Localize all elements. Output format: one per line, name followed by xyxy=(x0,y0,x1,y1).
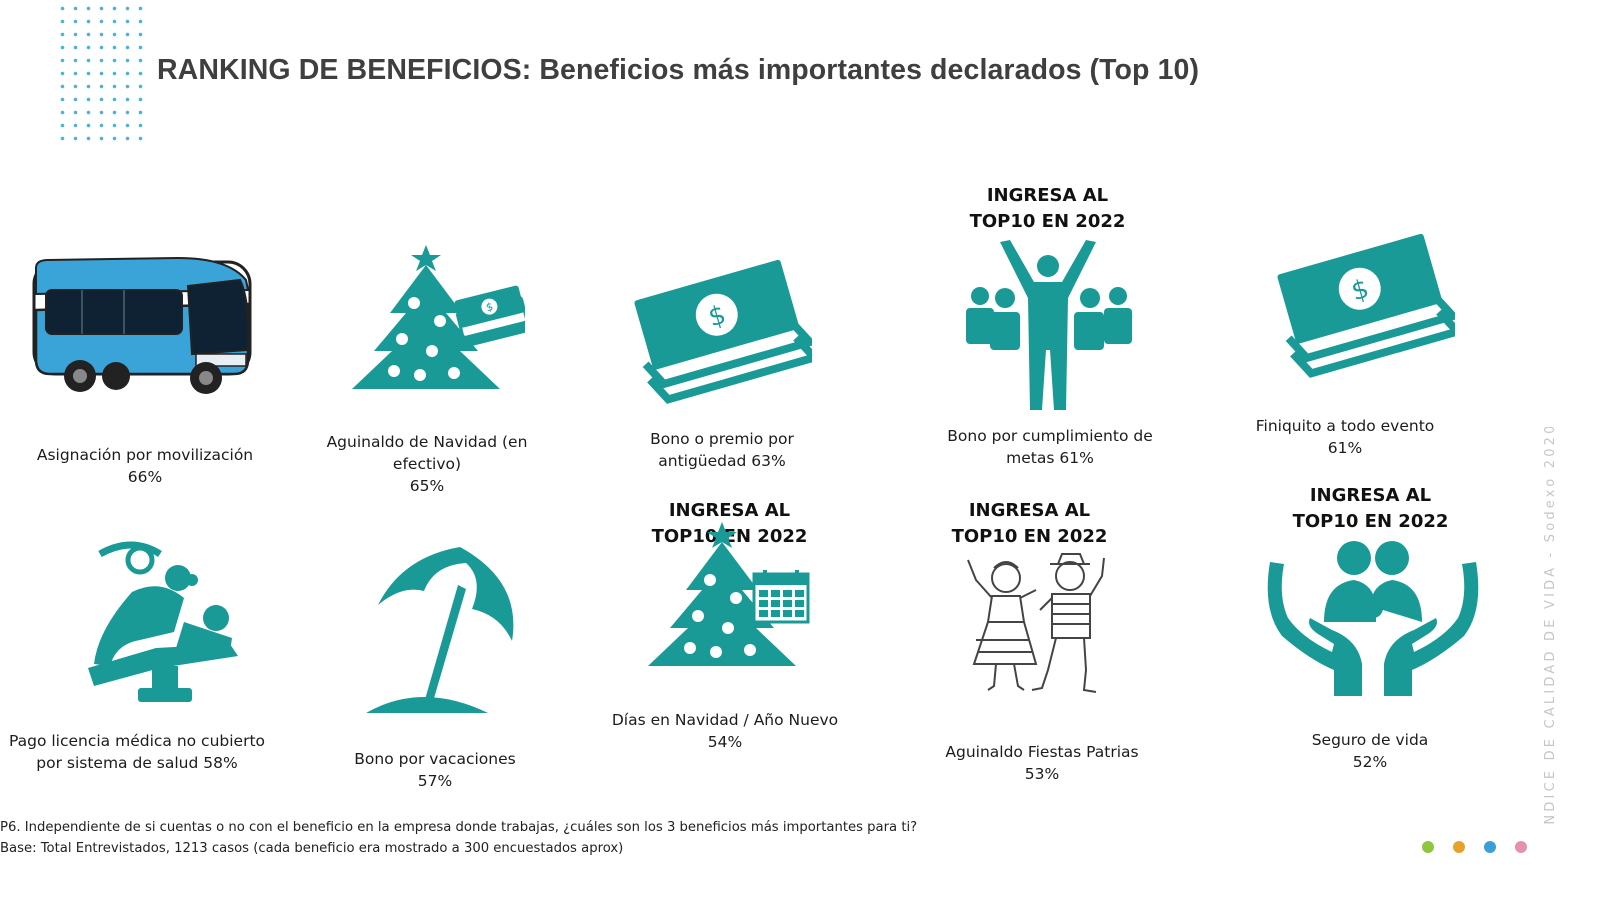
new-in-top10-badge: INGRESA AL TOP10 EN 2022 xyxy=(1253,483,1488,535)
benefit-label: Bono por cumplimiento de metas 61% xyxy=(930,425,1170,469)
beach-umbrella-icon xyxy=(362,545,522,715)
benefit-label: Pago licencia médica no cubierto por sist… xyxy=(2,730,272,774)
benefit-label: Asignación por movilización 66% xyxy=(20,444,270,488)
benefit-label: Días en Navidad / Año Nuevo 54% xyxy=(600,709,850,753)
cueca-dancers-icon xyxy=(962,540,1117,700)
team-celebration-icon xyxy=(960,238,1138,414)
page-title: RANKING DE BENEFICIOS: Beneficios más im… xyxy=(157,54,1199,87)
bus-icon xyxy=(28,250,256,400)
benefit-label: Bono o premio por antigüedad 63% xyxy=(612,428,832,472)
benefit-label: Aguinaldo Fiestas Patrias 53% xyxy=(932,741,1152,785)
side-brand-text: ÍNDICE DE CALIDAD DE VIDA - Sodexo 2020 xyxy=(1529,427,1569,827)
svg-text:ÍNDICE DE CALIDAD DE VIDA -: ÍNDICE DE CALIDAD DE VIDA - Sodexo 2020 xyxy=(1542,427,1558,827)
benefit-label: Bono por vacaciones 57% xyxy=(325,748,545,792)
christmas-tree-calendar-icon xyxy=(648,522,810,672)
money-stack-icon: $ xyxy=(1275,232,1455,382)
benefit-label: Seguro de vida 52% xyxy=(1260,729,1480,773)
family-hands-icon xyxy=(1262,540,1484,700)
footnote-question: P6. Independiente de si cuentas o no con… xyxy=(0,820,917,835)
footnote-base: Base: Total Entrevistados, 1213 casos (c… xyxy=(0,841,623,856)
corner-dot-blue xyxy=(1484,841,1496,853)
decorative-dot-grid xyxy=(56,2,146,148)
money-stack-icon: $ xyxy=(632,258,812,408)
dentist-chair-icon xyxy=(80,540,245,710)
christmas-tree-money-icon: $ xyxy=(350,243,525,393)
corner-dot-green xyxy=(1422,841,1434,853)
corner-dot-pink xyxy=(1515,841,1527,853)
benefit-label: Aguinaldo de Navidad (en efectivo) 65% xyxy=(312,431,542,497)
new-in-top10-badge: INGRESA AL TOP10 EN 2022 xyxy=(930,183,1165,235)
benefit-label: Finiquito a todo evento 61% xyxy=(1235,415,1455,459)
corner-dot-orange xyxy=(1453,841,1465,853)
